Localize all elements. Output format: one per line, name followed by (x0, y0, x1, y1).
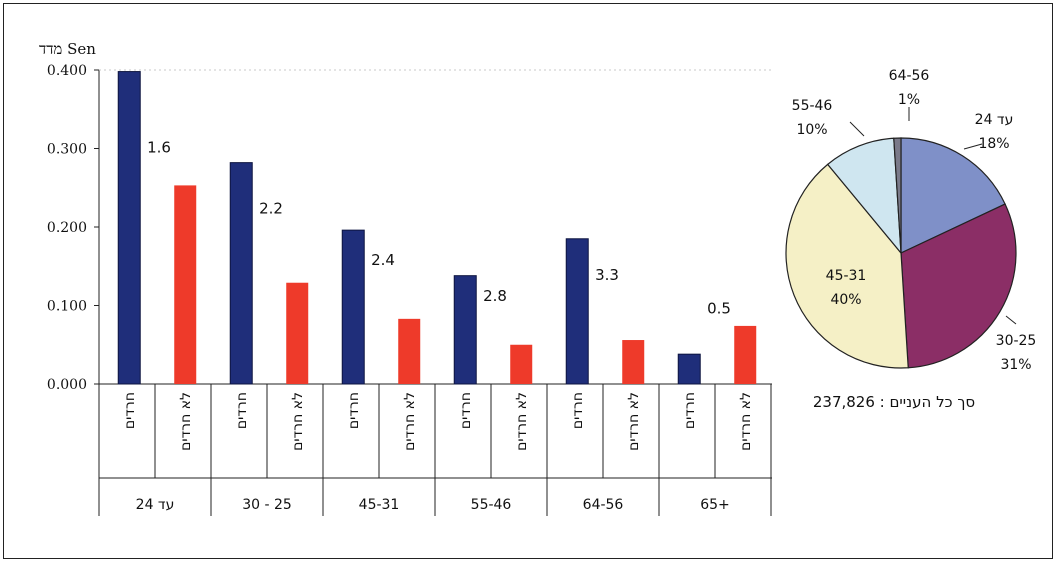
ratio-annotation: 2.4 (371, 251, 395, 269)
pie-slice (785, 163, 909, 369)
x-group-label: 30 - 25 (242, 497, 292, 513)
x-category-label: לא חרדים (402, 392, 418, 451)
x-group-label: 45-31 (359, 497, 400, 513)
pie-chart: עד 24 18% 30-25 31% 45-31 40% 55-46 10% 64-56 1% (785, 68, 1037, 373)
x-category-label: חרדים (682, 392, 698, 429)
x-category-label: לא חרדים (514, 392, 530, 451)
bar (174, 185, 197, 384)
pie-leader-line (963, 143, 983, 150)
x-category-label: חרדים (234, 392, 250, 429)
pie-slice (893, 137, 902, 254)
chart-canvas: מדד Sen 0.000 0.100 0.200 0.300 0.400 עד 24 חר… (39, 40, 1037, 516)
y-tick-label: 0.100 (47, 299, 87, 315)
x-category-label: חרדים (570, 392, 586, 429)
chart-frame: מדד Sen 0.000 0.100 0.200 0.300 0.400 עד 24 חר… (3, 3, 1053, 559)
pie-slice (826, 137, 902, 255)
x-group-label: עד 24 (136, 497, 175, 513)
pie-slice-label: 64-56 (889, 68, 930, 84)
x-category-label: חרדים (458, 392, 474, 429)
ratio-annotation: 2.8 (483, 287, 507, 305)
x-category-label: לא חרדים (290, 392, 306, 451)
bar (117, 71, 141, 385)
y-tick-label: 0.000 (47, 377, 87, 393)
bar (622, 340, 645, 384)
y-tick-label: 0.200 (47, 220, 87, 236)
ratio-annotation: 2.2 (259, 199, 283, 217)
x-group-label: 64-56 (583, 497, 624, 513)
pie-slice (900, 137, 1006, 254)
pie-slice-percent: 40% (830, 292, 861, 308)
bar (565, 238, 589, 385)
x-group-label: 65+ (700, 497, 730, 513)
x-category-label: לא חרדים (626, 392, 642, 451)
pie-slice-percent: 31% (1000, 357, 1031, 373)
bar (229, 162, 253, 385)
bar (286, 282, 309, 384)
ratio-annotation: 1.6 (147, 138, 171, 156)
pie-leader-line (1005, 315, 1017, 325)
bar (510, 344, 533, 384)
x-category-label: לא חרדים (178, 392, 194, 451)
x-category-label: חרדים (346, 392, 362, 429)
x-category-label: לא חרדים (738, 392, 754, 451)
y-tick-label: 0.300 (47, 142, 87, 158)
pie-slice-percent: 1% (898, 92, 920, 108)
pie-leader-line (849, 121, 865, 137)
pie-slice-label: 30-25 (996, 333, 1037, 349)
bar (453, 275, 477, 385)
ratio-annotation: 3.3 (595, 266, 619, 284)
pie-slice-label: עד 24 (975, 112, 1014, 128)
pie-slice-percent: 10% (796, 122, 827, 138)
pie-slice-label: 45-31 (826, 268, 867, 284)
x-group-label: 55-46 (471, 497, 512, 513)
pie-slice-percent: 18% (978, 136, 1009, 152)
pie-slice (900, 203, 1017, 369)
bar-chart: 0.000 0.100 0.200 0.300 0.400 עד 24 חרדים לא חר… (47, 63, 772, 516)
bar (734, 325, 757, 384)
y-axis-label: מדד Sen (39, 40, 96, 58)
bar (398, 318, 421, 384)
bar (677, 353, 701, 385)
bar (341, 229, 365, 385)
y-tick-label: 0.400 (47, 63, 87, 79)
pie-total-label: סך כל העניים : 237,826 (813, 393, 975, 411)
pie-slice-label: 55-46 (792, 98, 833, 114)
ratio-annotation: 0.5 (707, 299, 731, 317)
x-category-label: חרדים (122, 392, 138, 429)
